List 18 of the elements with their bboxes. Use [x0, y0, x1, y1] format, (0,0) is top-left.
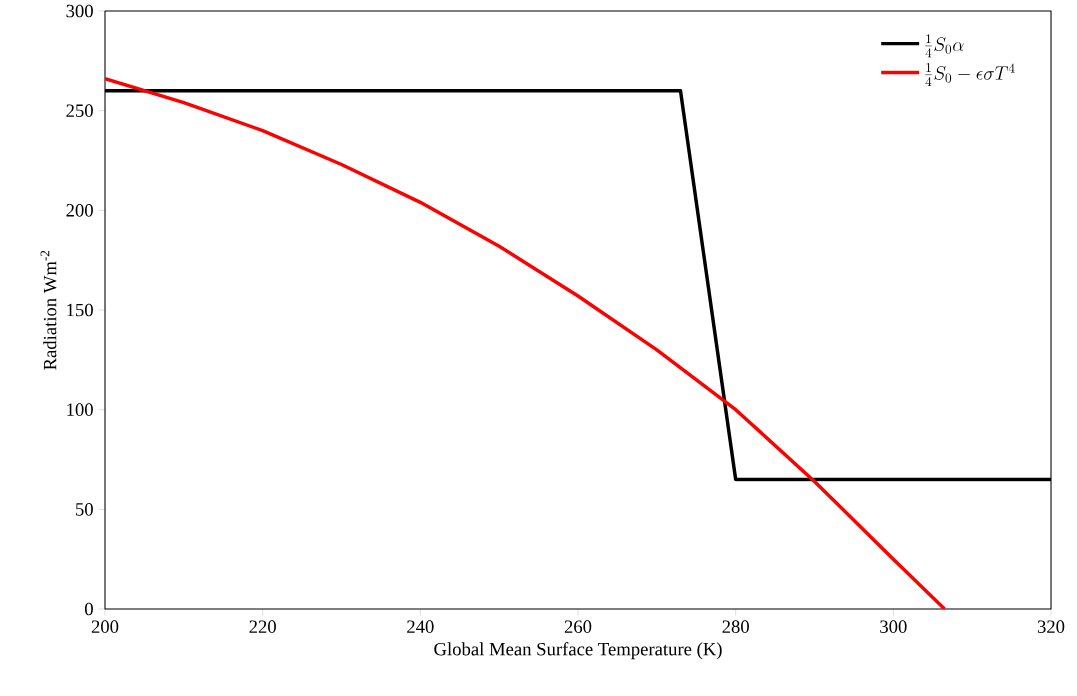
y-tick-label: 200: [66, 204, 93, 217]
legend-label: $\frac{1}{4}S_0\alpha$: [925, 34, 964, 58]
y-tick-label: 250: [66, 104, 93, 117]
x-tick-label: 260: [564, 620, 592, 633]
y-tick-label: 300: [66, 4, 93, 18]
x-tick-label: 220: [249, 620, 276, 633]
x-axis-title: Global Mean Surface Temperature (K): [434, 642, 722, 660]
x-tick-label: 320: [1037, 620, 1065, 633]
x-tick-label: 300: [880, 620, 907, 633]
y-axis-title: Radiation Wm$^{-2}$: [40, 250, 57, 370]
x-tick-label: 200: [91, 620, 119, 633]
y-tick-label: 50: [76, 503, 93, 516]
y-tick-label: 100: [67, 403, 93, 416]
x-tick-label: 240: [407, 620, 434, 633]
y-tick-label: 150: [67, 303, 93, 317]
x-tick-label: 280: [722, 620, 749, 633]
legend-label: $\frac{1}{4}S_0-\epsilon\sigma T^4$: [925, 63, 1015, 87]
y-tick-label: 0: [85, 602, 93, 616]
